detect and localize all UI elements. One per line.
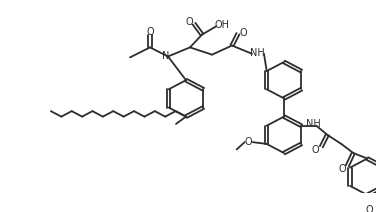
Text: NH: NH xyxy=(250,48,264,58)
Text: O: O xyxy=(146,27,154,37)
Text: O: O xyxy=(338,165,346,174)
Text: O: O xyxy=(365,205,373,212)
Text: NH: NH xyxy=(306,119,321,129)
Text: O: O xyxy=(239,28,247,38)
Text: OH: OH xyxy=(214,20,229,30)
Text: O: O xyxy=(245,137,253,147)
Text: O: O xyxy=(185,17,193,27)
Text: O: O xyxy=(311,145,319,155)
Text: N: N xyxy=(162,51,170,61)
